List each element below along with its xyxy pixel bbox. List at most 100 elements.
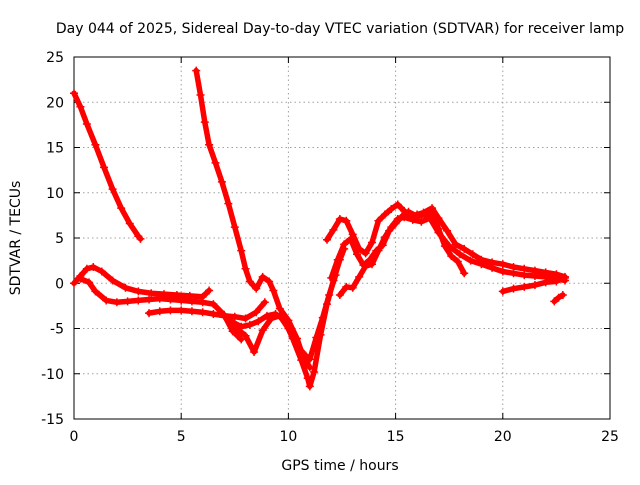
- data-point: [269, 286, 278, 295]
- data-point: [187, 297, 196, 306]
- x-tick-label: 25: [601, 429, 619, 445]
- data-point: [387, 223, 396, 232]
- y-tick-label: 0: [55, 276, 64, 292]
- data-point: [498, 267, 507, 276]
- data-point: [468, 250, 477, 259]
- x-axis-label: GPS time / hours: [281, 458, 398, 474]
- data-point: [100, 163, 109, 172]
- data-point: [554, 293, 563, 302]
- data-point: [434, 228, 443, 237]
- data-point: [237, 335, 246, 344]
- series-track-steep-descent: [192, 66, 314, 372]
- data-point: [346, 234, 355, 243]
- y-axis-label: SDTVAR / TECUs: [8, 181, 24, 296]
- x-tick-label: 15: [387, 429, 405, 445]
- data-point: [374, 246, 383, 255]
- data-point: [102, 296, 111, 305]
- data-point: [301, 351, 310, 360]
- data-point: [262, 311, 271, 320]
- data-point: [275, 311, 284, 320]
- data-point: [312, 333, 321, 342]
- data-point: [327, 273, 336, 282]
- data-point: [82, 119, 91, 128]
- series-track-tail-end: [550, 291, 567, 306]
- data-point: [224, 199, 233, 208]
- x-tick-label: 0: [70, 429, 79, 445]
- data-point: [455, 250, 464, 259]
- data-point: [333, 255, 342, 264]
- data-point: [374, 216, 383, 225]
- data-point: [380, 233, 389, 242]
- data-point: [258, 272, 267, 281]
- data-point: [260, 298, 269, 307]
- data-point: [361, 262, 370, 271]
- data-point: [340, 240, 349, 249]
- data-point: [200, 118, 209, 127]
- data-point: [108, 276, 117, 285]
- data-point: [177, 306, 186, 315]
- data-point: [447, 252, 456, 261]
- data-point: [230, 223, 239, 232]
- y-tick-label: 20: [46, 95, 64, 111]
- data-point: [520, 282, 529, 291]
- data-point: [265, 277, 274, 286]
- data-point: [85, 278, 94, 287]
- data-point: [541, 278, 550, 287]
- data-point: [305, 355, 314, 364]
- data-point: [530, 281, 539, 290]
- data-point: [342, 282, 351, 291]
- data-point: [552, 277, 561, 286]
- series-track-band-mid: [76, 274, 246, 344]
- data-point: [361, 249, 370, 258]
- data-point: [335, 214, 344, 223]
- data-point: [509, 284, 518, 293]
- data-point: [112, 298, 121, 307]
- data-point: [292, 341, 301, 350]
- data-point: [393, 214, 402, 223]
- data-point: [305, 382, 314, 391]
- data-point: [329, 225, 338, 234]
- data-point: [550, 297, 559, 306]
- grid-lines: [74, 57, 610, 419]
- y-tick-label: -15: [41, 412, 64, 428]
- data-point: [224, 315, 233, 324]
- data-point: [275, 304, 284, 313]
- data-point: [205, 286, 214, 295]
- data-point: [187, 307, 196, 316]
- data-point: [417, 217, 426, 226]
- data-point: [387, 205, 396, 214]
- data-point: [245, 277, 254, 286]
- data-point: [460, 269, 469, 278]
- data-point: [498, 287, 507, 296]
- data-point: [400, 213, 409, 222]
- data-point: [325, 291, 334, 300]
- data-point: [560, 273, 569, 282]
- data-point: [209, 300, 218, 309]
- y-tick-label: 25: [46, 50, 64, 66]
- series-track-tail-low: [498, 273, 569, 296]
- data-point: [245, 320, 254, 329]
- data-point: [368, 260, 377, 269]
- data-point: [368, 238, 377, 247]
- data-point: [166, 306, 175, 315]
- data-point: [209, 310, 218, 319]
- data-point: [220, 310, 229, 319]
- y-tick-label: 5: [55, 231, 64, 247]
- y-tick-label: -10: [41, 367, 64, 383]
- data-point: [228, 327, 237, 336]
- data-point: [232, 324, 241, 333]
- data-point: [355, 272, 364, 281]
- data-point: [125, 219, 134, 228]
- data-point: [509, 269, 518, 278]
- chart-title: Day 044 of 2025, Sidereal Day-to-day VTE…: [56, 21, 624, 37]
- data-point: [284, 324, 293, 333]
- data-point: [136, 234, 145, 243]
- y-axis-tick-labels: -15 -10 -5 0 5 10 15 20 25: [41, 50, 64, 428]
- data-point: [91, 287, 100, 296]
- data-point: [477, 260, 486, 269]
- x-axis-tick-labels: 0 5 10 15 20 25: [70, 429, 619, 445]
- data-point: [348, 230, 357, 239]
- data-point: [134, 287, 143, 296]
- y-tick-label: -5: [50, 322, 64, 338]
